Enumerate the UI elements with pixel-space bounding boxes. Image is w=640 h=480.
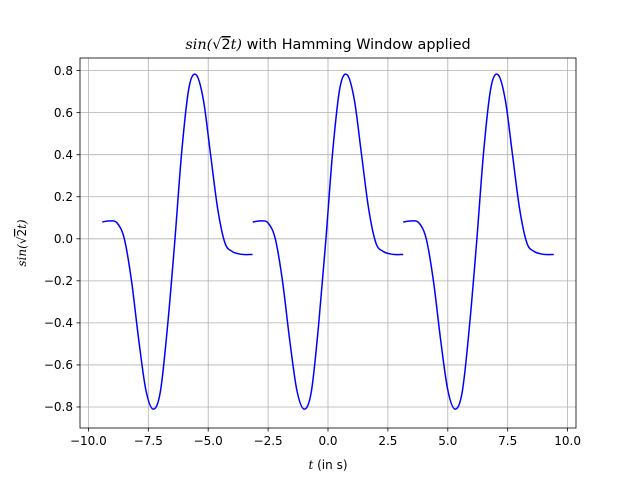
x-tick-label: −2.5 [254,434,283,448]
y-tick-label: −0.8 [44,400,73,414]
y-tick-label: 0.2 [54,190,73,204]
y-tick-label: 0.4 [54,148,73,162]
y-tick-label: 0.8 [54,64,73,78]
y-tick-label: 0.0 [54,232,73,246]
y-tick-label: 0.6 [54,106,73,120]
x-axis: −10.0 −7.5 −5.0 −2.5 0.0 2.5 5.0 7.5 10.0 [70,428,581,448]
y-axis: −0.8 −0.6 −0.4 −0.2 0.0 0.2 0.4 0.6 0.8 [44,64,80,414]
x-tick-label: 5.0 [438,434,457,448]
series-line-segment-3 [403,73,554,410]
x-tick-label: 7.5 [498,434,517,448]
grid [80,58,576,428]
y-tick-label: −0.4 [44,316,73,330]
x-tick-label: 0.0 [318,434,337,448]
y-axis-title: sin(√2t) [15,219,29,267]
series-group [102,73,554,410]
x-axis-title: t (in s) [308,458,347,472]
x-tick-label: 2.5 [378,434,397,448]
y-tick-label: −0.2 [44,274,73,288]
x-tick-label: −10.0 [70,434,107,448]
x-tick-label: 10.0 [554,434,581,448]
x-tick-label: −7.5 [134,434,163,448]
series-line-segment-1 [102,73,253,410]
chart-title: sin(√2t) with Hamming Window applied [185,37,470,53]
series-line-segment-2 [252,73,404,410]
y-tick-label: −0.6 [44,358,73,372]
x-tick-label: −5.0 [194,434,223,448]
